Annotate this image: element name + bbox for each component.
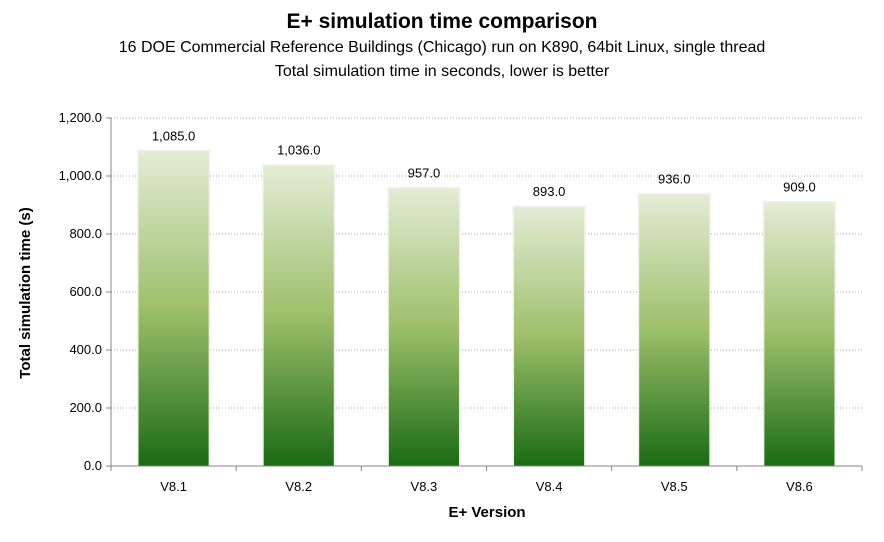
chart-subtitle-line-2: Total simulation time in seconds, lower … [275,63,610,80]
data-label: 957.0 [408,165,441,180]
bar [138,151,209,466]
y-tick-label: 200.0 [69,400,102,415]
y-tick-label: 0.0 [84,458,102,473]
x-axis-label: E+ Version [448,504,525,521]
bars: 1,085.0 1,036.0 957.0 893.0 936.0 909.0 [137,128,836,466]
bar [514,207,585,466]
y-tick-label: 1,000.0 [59,168,102,183]
y-tick-label: 400.0 [69,342,102,357]
x-tick-label: V8.4 [536,479,563,494]
chart-title: E+ simulation time comparison [287,10,598,33]
data-label: 909.0 [783,179,816,194]
data-label: 893.0 [533,184,566,199]
bar [388,188,459,466]
axes: 0.0 200.0 400.0 600.0 800.0 1,000.0 1,200.0 V8.… [59,110,863,494]
chart-subtitle-line-1: 16 DOE Commercial Reference Buildings (C… [119,39,766,56]
x-tick-label: V8.3 [411,479,438,494]
x-tick-label: V8.2 [285,479,312,494]
x-tick-label: V8.5 [661,479,688,494]
data-label: 1,036.0 [277,143,320,158]
x-tick-label: V8.1 [160,479,187,494]
y-tick-label: 600.0 [69,284,102,299]
x-tick-label: V8.6 [786,479,813,494]
bar [263,165,334,466]
bar [764,202,835,466]
data-label: 1,085.0 [152,128,195,143]
y-tick-label: 1,200.0 [59,110,102,125]
y-tick-label: 800.0 [69,226,102,241]
bar [639,194,710,466]
gridlines [111,117,862,409]
y-axis-label: Total simulation time (s) [17,207,34,378]
data-label: 936.0 [658,172,691,187]
